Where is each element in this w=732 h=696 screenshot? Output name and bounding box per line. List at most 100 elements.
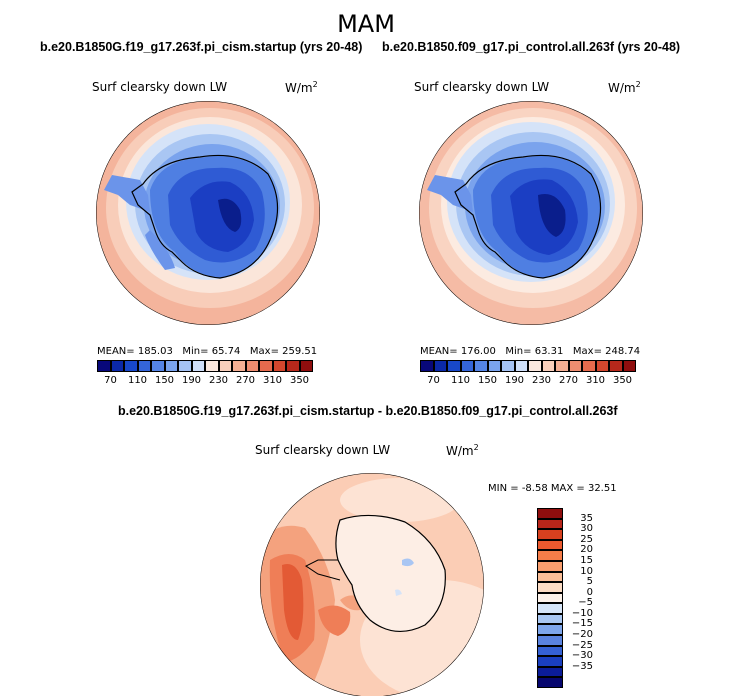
colorbar-diff-tick-label: 5 [586, 576, 593, 588]
colorbar-1-swatch [218, 360, 232, 372]
colorbar-diff-tick-label: −10 [571, 607, 593, 619]
colorbar-1-swatch [110, 360, 124, 372]
colorbar-diff [537, 508, 563, 688]
colorbar-diff-labels: 35 30 25 20 15 10 5 0 −5 −10 −15 −20 −25 −30 −35 [567, 508, 607, 688]
colorbar-2-swatch [609, 360, 623, 372]
colorbar-panel-2 [420, 360, 636, 372]
colorbar-2-swatch [595, 360, 609, 372]
colorbar-2-tick-label: 70 [427, 375, 440, 386]
colorbar-1-swatch [232, 360, 246, 372]
colorbar-1-tick-label: 270 [235, 375, 256, 386]
colorbar-diff-tick-label: 15 [580, 554, 593, 566]
panel-2-variable: Surf clearsky down LW [414, 80, 550, 94]
colorbar-2-tick-label: 270 [558, 375, 579, 386]
colorbar-diff-swatch [537, 624, 563, 636]
colorbar-1-swatch [272, 360, 286, 372]
colorbar-2-tick-label: 310 [585, 375, 606, 386]
map-panel-diff [260, 473, 484, 696]
map-panel-2 [419, 101, 643, 325]
colorbar-diff-tick-label: −30 [571, 650, 593, 662]
colorbar-2-swatch [555, 360, 569, 372]
colorbar-1-swatch [205, 360, 219, 372]
colorbar-diff-swatch [537, 677, 563, 688]
colorbar-2-tick-label: 190 [504, 375, 525, 386]
colorbar-2-tick-label: 230 [531, 375, 552, 386]
colorbar-panel-2-labels: 70 110 150 190 230 270 310 350 [420, 375, 636, 387]
colorbar-diff-tick-label: −35 [571, 660, 593, 672]
colorbar-1-swatch [299, 360, 313, 372]
colorbar-diff-tick-label: 30 [580, 523, 593, 535]
panel-2-units: W/m2 [608, 80, 641, 95]
colorbar-diff-tick-label: 0 [586, 586, 593, 598]
diff-units: W/m2 [446, 443, 479, 458]
colorbar-diff-tick-label: −15 [571, 618, 593, 630]
colorbar-1-tick-label: 350 [289, 375, 310, 386]
colorbar-diff-swatch [537, 539, 563, 551]
colorbar-diff-swatch [537, 613, 563, 625]
map-panel-1 [96, 101, 320, 325]
colorbar-2-swatch [501, 360, 515, 372]
colorbar-1-tick-label: 70 [104, 375, 117, 386]
panel-1-variable: Surf clearsky down LW [92, 80, 228, 94]
colorbar-1-swatch [191, 360, 205, 372]
colorbar-2-tick-label: 350 [612, 375, 633, 386]
colorbar-2-swatch [541, 360, 555, 372]
colorbar-1-swatch [178, 360, 192, 372]
colorbar-1-swatch [137, 360, 151, 372]
panel-1-stats: MEAN= 185.03 Min= 65.74 Max= 259.51 [97, 346, 318, 357]
panel-2-title: b.e20.B1850.f09_g17.pi_control.all.263f … [382, 40, 681, 54]
colorbar-panel-1 [97, 360, 313, 372]
colorbar-1-tick-label: 110 [127, 375, 148, 386]
colorbar-1-tick-label: 310 [262, 375, 283, 386]
diff-title: b.e20.B1850G.f19_g17.263f.pi_cism.startu… [118, 404, 618, 418]
colorbar-diff-swatch [537, 592, 563, 604]
colorbar-2-swatch [433, 360, 447, 372]
colorbar-diff-swatch [537, 550, 563, 561]
colorbar-2-swatch [568, 360, 582, 372]
colorbar-1-tick-label: 190 [181, 375, 202, 386]
colorbar-diff-swatch [537, 529, 563, 540]
colorbar-1-swatch [151, 360, 165, 372]
colorbar-2-swatch [460, 360, 474, 372]
colorbar-2-swatch [514, 360, 528, 372]
diff-stats: MIN = -8.58 MAX = 32.51 [488, 483, 617, 494]
colorbar-diff-swatch [537, 635, 563, 646]
colorbar-2-tick-label: 150 [477, 375, 498, 386]
colorbar-diff-swatch [537, 656, 563, 667]
colorbar-diff-tick-label: −20 [571, 629, 593, 641]
colorbar-2-swatch [582, 360, 596, 372]
colorbar-1-swatch [164, 360, 178, 372]
colorbar-2-swatch [447, 360, 461, 372]
colorbar-diff-tick-label: −25 [571, 639, 593, 651]
colorbar-2-tick-label: 110 [450, 375, 471, 386]
panel-2-stats: MEAN= 176.00 Min= 63.31 Max= 248.74 [420, 346, 641, 357]
colorbar-1-swatch [286, 360, 300, 372]
colorbar-panel-1-labels: 70 110 150 190 230 270 310 350 [97, 375, 313, 387]
colorbar-diff-swatch [537, 645, 563, 657]
panel-1-title: b.e20.B1850G.f19_g17.263f.pi_cism.startu… [40, 40, 363, 54]
colorbar-2-swatch [487, 360, 501, 372]
colorbar-diff-swatch [537, 508, 563, 519]
colorbar-1-tick-label: 230 [208, 375, 229, 386]
colorbar-1-tick-label: 150 [154, 375, 175, 386]
colorbar-2-swatch [474, 360, 488, 372]
colorbar-diff-tick-label: 10 [580, 565, 593, 577]
colorbar-diff-tick-label: 35 [580, 512, 593, 524]
colorbar-diff-swatch [537, 603, 563, 614]
diff-variable: Surf clearsky down LW [255, 443, 391, 457]
colorbar-diff-tick-label: −5 [578, 597, 593, 609]
colorbar-diff-swatch [537, 571, 563, 583]
colorbar-diff-swatch [537, 518, 563, 530]
colorbar-diff-swatch [537, 582, 563, 593]
colorbar-1-swatch [97, 360, 111, 372]
colorbar-1-swatch [124, 360, 138, 372]
season-title: MAM [337, 10, 395, 38]
colorbar-diff-tick-label: 25 [580, 533, 593, 545]
colorbar-diff-tick-label: 20 [580, 544, 593, 556]
colorbar-diff-swatch [537, 560, 563, 572]
colorbar-2-swatch [420, 360, 434, 372]
colorbar-2-swatch [528, 360, 542, 372]
colorbar-2-swatch [622, 360, 636, 372]
colorbar-1-swatch [245, 360, 259, 372]
